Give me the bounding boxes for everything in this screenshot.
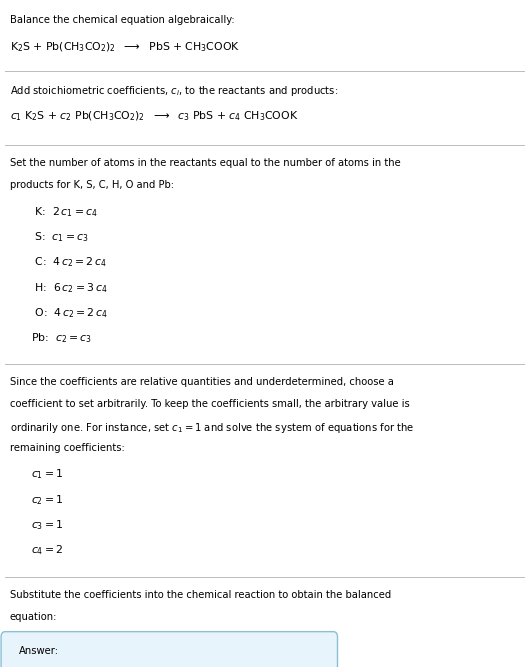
Text: ordinarily one. For instance, set $c_1 = 1$ and solve the system of equations fo: ordinarily one. For instance, set $c_1 =… [10, 421, 414, 435]
Text: equation:: equation: [10, 612, 57, 622]
Text: $c_1 = 1$: $c_1 = 1$ [31, 468, 63, 482]
Text: products for K, S, C, H, O and Pb:: products for K, S, C, H, O and Pb: [10, 180, 174, 190]
Text: K$_2$S + Pb(CH$_3$CO$_2$)$_2$  $\longrightarrow$  PbS + CH$_3$COOK: K$_2$S + Pb(CH$_3$CO$_2$)$_2$ $\longrigh… [10, 40, 240, 53]
Text: C:  $4\,c_2 = 2\,c_4$: C: $4\,c_2 = 2\,c_4$ [31, 255, 106, 269]
Text: coefficient to set arbitrarily. To keep the coefficients small, the arbitrary va: coefficient to set arbitrarily. To keep … [10, 399, 409, 409]
Text: $c_3 = 1$: $c_3 = 1$ [31, 518, 63, 532]
Text: Add stoichiometric coefficients, $c_i$, to the reactants and products:: Add stoichiometric coefficients, $c_i$, … [10, 84, 338, 98]
FancyBboxPatch shape [1, 632, 338, 667]
Text: K:  $2\,c_1 = c_4$: K: $2\,c_1 = c_4$ [31, 205, 97, 219]
Text: $c_1$ K$_2$S + $c_2$ Pb(CH$_3$CO$_2$)$_2$  $\longrightarrow$  $c_3$ PbS + $c_4$ : $c_1$ K$_2$S + $c_2$ Pb(CH$_3$CO$_2$)$_2… [10, 109, 298, 123]
Text: remaining coefficients:: remaining coefficients: [10, 443, 124, 453]
Text: $c_4 = 2$: $c_4 = 2$ [31, 544, 63, 558]
Text: H:  $6\,c_2 = 3\,c_4$: H: $6\,c_2 = 3\,c_4$ [31, 281, 107, 295]
Text: Pb:  $c_2 = c_3$: Pb: $c_2 = c_3$ [31, 331, 92, 346]
Text: Answer:: Answer: [19, 646, 59, 656]
Text: Balance the chemical equation algebraically:: Balance the chemical equation algebraica… [10, 15, 234, 25]
Text: S:  $c_1 = c_3$: S: $c_1 = c_3$ [31, 230, 88, 244]
Text: Substitute the coefficients into the chemical reaction to obtain the balanced: Substitute the coefficients into the che… [10, 590, 391, 600]
Text: Set the number of atoms in the reactants equal to the number of atoms in the: Set the number of atoms in the reactants… [10, 158, 400, 168]
Text: $c_2 = 1$: $c_2 = 1$ [31, 493, 63, 507]
Text: O:  $4\,c_2 = 2\,c_4$: O: $4\,c_2 = 2\,c_4$ [31, 306, 107, 320]
Text: Since the coefficients are relative quantities and underdetermined, choose a: Since the coefficients are relative quan… [10, 377, 394, 387]
